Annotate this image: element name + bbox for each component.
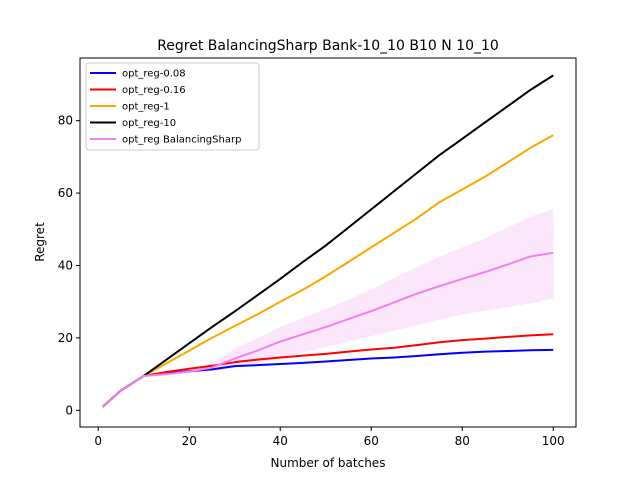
series-line-2 <box>102 134 554 408</box>
chart-title: Regret BalancingSharp Bank-10_10 B10 N 1… <box>157 38 499 54</box>
legend-box <box>85 62 260 151</box>
legend-label-4: opt_reg BalancingSharp <box>122 135 241 146</box>
y-tick-label-4: 80 <box>58 114 73 128</box>
confidence-band-4 <box>102 209 554 407</box>
y-tick-label-0: 0 <box>65 403 73 417</box>
y-tick-label-3: 60 <box>58 186 73 200</box>
legend: opt_reg-0.08 opt_reg-0.16 opt_reg-1 opt_reg… <box>85 62 260 151</box>
x-tick-label-3: 60 <box>364 434 379 448</box>
axes: 0 20 40 60 80 100 0 20 40 60 80 <box>58 57 577 448</box>
y-tick-label-1: 20 <box>58 331 73 345</box>
series-line-1 <box>102 333 554 408</box>
legend-label-1: opt_reg-0.16 <box>122 85 186 96</box>
x-tick-label-1: 20 <box>182 434 197 448</box>
plot-area <box>102 74 554 408</box>
legend-label-0: opt_reg-0.08 <box>122 69 186 80</box>
y-axis-label: Regret <box>33 222 47 262</box>
series-line-4 <box>102 251 554 408</box>
series-line-3 <box>102 74 554 408</box>
x-tick-label-5: 100 <box>542 434 565 448</box>
legend-label-3: opt_reg-10 <box>122 118 176 129</box>
x-tick-label-4: 80 <box>455 434 470 448</box>
x-tick-label-2: 40 <box>273 434 288 448</box>
axes-frame <box>79 57 577 428</box>
x-tick-label-0: 0 <box>94 434 102 448</box>
legend-label-2: opt_reg-1 <box>122 102 170 113</box>
y-tick-label-2: 40 <box>58 258 73 272</box>
x-axis-label: Number of batches <box>271 456 386 470</box>
